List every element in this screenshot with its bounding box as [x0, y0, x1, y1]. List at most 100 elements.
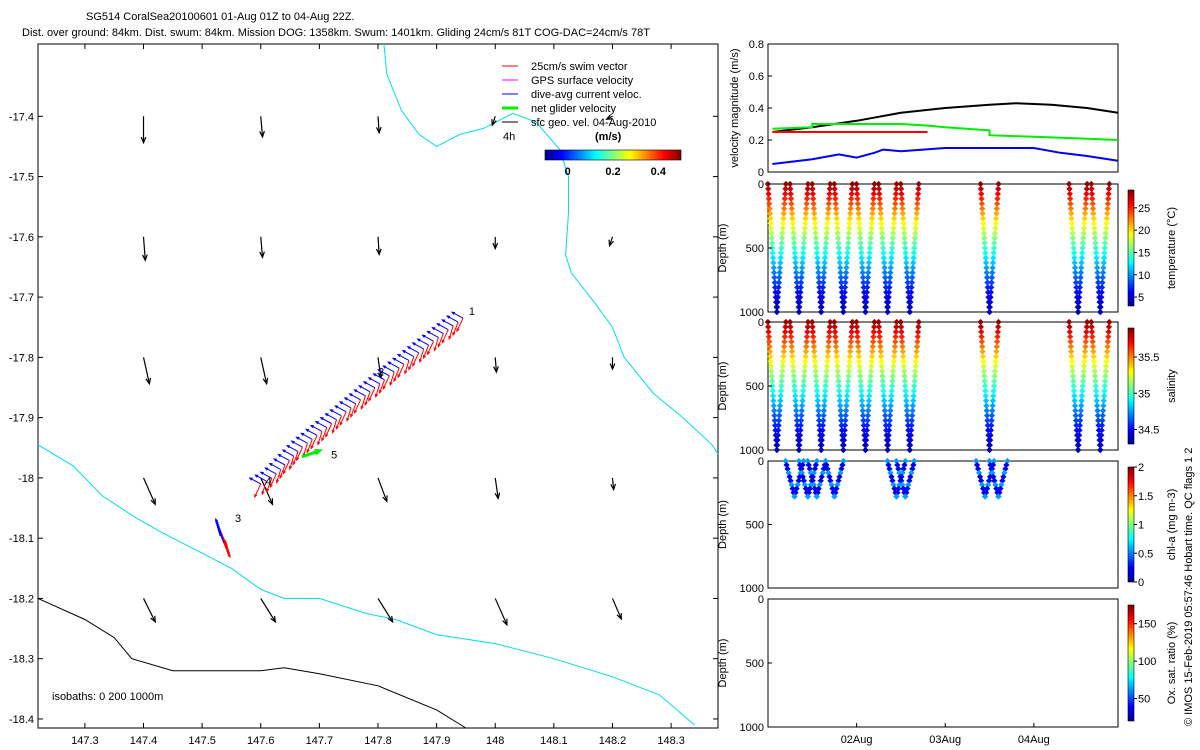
dive-point [1068, 210, 1075, 217]
dive-point [1066, 190, 1073, 197]
dac-vector-13 [386, 361, 400, 369]
swim-vector-20 [360, 395, 366, 411]
swim-vector-30 [310, 435, 318, 450]
dive-point [819, 289, 826, 296]
dive-point [837, 412, 845, 419]
dive-point [823, 373, 830, 380]
geo-vector-19-head [610, 483, 617, 492]
dive-point [854, 333, 861, 340]
dive-point [982, 397, 990, 404]
dive-point [1067, 200, 1074, 207]
dive-point [1073, 422, 1080, 429]
dive-point [910, 397, 917, 404]
dive-point [776, 274, 783, 281]
swim-vector-23-shaft [346, 407, 352, 421]
dac-vector-16-head [372, 373, 377, 377]
dive-point [1077, 269, 1085, 276]
dive-point [893, 323, 900, 331]
dac-vector-20 [353, 389, 366, 397]
dac-vector-c7-head [219, 531, 223, 537]
dive-point [1088, 318, 1095, 326]
dive-point [779, 363, 786, 370]
dive-point [801, 373, 808, 380]
dive-point [1094, 269, 1101, 276]
dive-point [989, 259, 997, 266]
dive-point [886, 274, 894, 281]
dive-point [875, 323, 883, 331]
map-colorbar-tick-0: 0 [565, 166, 571, 178]
dac-vector-20-head [353, 389, 358, 393]
dive-point [1078, 254, 1086, 261]
dive-point [1075, 303, 1082, 311]
dive-point [1080, 230, 1087, 237]
swim-vector-13-shaft [393, 367, 400, 382]
dac-vector-6-head [421, 334, 426, 338]
geo-vector-20 [142, 598, 156, 624]
map-content: 1 2 3 4 5 [37, 43, 719, 729]
geo-vector-8 [492, 236, 499, 251]
geo-vector-15-shaft [142, 477, 156, 505]
dive-point [1069, 230, 1076, 237]
dac-vector-22-head [343, 397, 348, 401]
map-y-tick-label-2: -17.6 [9, 232, 34, 244]
dive-point [1069, 235, 1077, 242]
swim-vector-12-shaft [397, 364, 405, 378]
dive-point [1078, 392, 1086, 399]
dac-vector-32 [295, 436, 308, 444]
swim-vector-35 [288, 455, 295, 471]
profile-0-cbar-tick-label-1: 10 [1138, 270, 1150, 282]
dac-vector-17-shaft [368, 377, 380, 385]
swim-vector-4 [437, 333, 444, 348]
swim-vector-37-head [279, 474, 283, 480]
dive-point [1067, 205, 1074, 212]
swim-vector-2-shaft [448, 325, 454, 340]
dive-point [1068, 215, 1075, 222]
dive-point [799, 259, 806, 266]
dive-point [990, 387, 997, 395]
dive-point [1089, 343, 1097, 350]
dive-point [1066, 328, 1073, 335]
dive-point [1106, 180, 1113, 188]
swim-vector-11-shaft [404, 360, 410, 374]
dive-point [1097, 299, 1105, 306]
swim-vector-36-shaft [282, 460, 290, 474]
dive-point [792, 259, 799, 266]
dive-point [1077, 417, 1084, 424]
dive-point [778, 373, 786, 380]
dac-vector-30-shaft [305, 428, 318, 436]
dive-point [910, 387, 918, 395]
velocity-y-tick-label-1: 0.2 [749, 135, 764, 147]
swim-vector-42-shaft [254, 483, 262, 498]
dac-vector-24 [334, 405, 347, 413]
geo-vector-13-head [493, 366, 499, 374]
geo-vector-10-head [145, 377, 152, 386]
profile-0-y-tick-label-2: 1000 [740, 307, 764, 319]
geo-vector-15 [142, 477, 156, 506]
dac-vector-10-shaft [402, 350, 415, 358]
legend-gps: GPS surface velocity [531, 75, 634, 87]
swim-vector-18 [368, 387, 376, 402]
dive-point [881, 397, 888, 404]
dive-point [1094, 402, 1101, 409]
dive-point [866, 387, 873, 395]
swim-vector-40-shaft [266, 478, 273, 492]
swim-vector-9-head [412, 362, 416, 367]
dive-point [1105, 323, 1113, 331]
dive-point [788, 348, 796, 355]
dive-point [1083, 190, 1090, 197]
dac-vector-16-shaft [373, 373, 385, 381]
geo-vector-6-shaft [260, 236, 264, 258]
swim-vector-36-head [282, 470, 286, 475]
dive-point [1075, 441, 1082, 449]
dac-vector-c0-head [215, 517, 219, 523]
geo-vector-10-shaft [142, 357, 150, 384]
swim-vector-28 [321, 427, 328, 442]
dive-point [843, 259, 850, 266]
swim-vector-10 [408, 356, 415, 371]
swim-vector-16-head [378, 389, 382, 395]
dac-vector-22 [343, 397, 357, 405]
geo-vector-21-shaft [260, 598, 276, 623]
dive-point [1090, 358, 1098, 365]
dive-point [843, 397, 850, 404]
velocity-y-tick-label-0: 0 [758, 167, 764, 179]
